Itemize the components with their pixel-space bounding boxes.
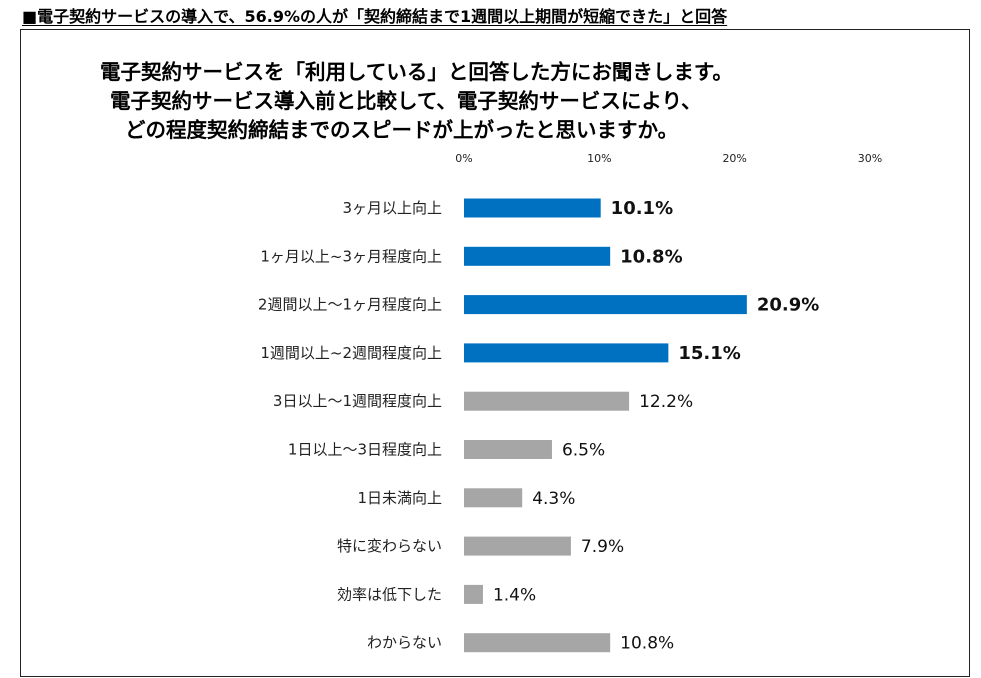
data-label: 15.1% bbox=[678, 343, 740, 364]
bar bbox=[464, 633, 611, 653]
question-line-1: 電子契約サービスを「利用している」と回答した方にお聞きします。 bbox=[100, 60, 733, 84]
category-label: 1ヶ月以上~3ヶ月程度向上 bbox=[260, 247, 442, 265]
category-label: 1週間以上~2週間程度向上 bbox=[260, 344, 442, 362]
x-tick-label: 20% bbox=[722, 152, 746, 165]
bar bbox=[464, 391, 630, 411]
bar bbox=[464, 198, 601, 218]
data-label: 20.9% bbox=[757, 295, 819, 316]
category-label: 3ヶ月以上向上 bbox=[342, 199, 442, 217]
bar bbox=[464, 440, 552, 459]
category-label: 1日以上～3日程度向上 bbox=[288, 441, 442, 459]
category-label: 2週間以上～1ヶ月程度向上 bbox=[258, 296, 442, 314]
x-tick-label: 0% bbox=[455, 152, 472, 165]
data-label: 4.3% bbox=[532, 489, 575, 509]
x-tick-label: 30% bbox=[858, 152, 882, 165]
category-label: 1日未満向上 bbox=[357, 489, 442, 507]
x-tick-label: 10% bbox=[587, 152, 611, 165]
survey-question: 電子契約サービスを「利用している」と回答した方にお聞きします。 電子契約サービス… bbox=[100, 58, 733, 145]
bar bbox=[464, 584, 483, 604]
headline: ■電子契約サービスの導入で、56.9%の人が「契約締結まで1週間以上期間が短縮で… bbox=[22, 7, 728, 26]
bar bbox=[464, 488, 523, 508]
data-label: 6.5% bbox=[562, 441, 605, 461]
bar bbox=[464, 295, 747, 315]
data-label: 12.2% bbox=[639, 392, 693, 412]
category-label: 特に変わらない bbox=[337, 537, 442, 555]
data-label: 10.8% bbox=[620, 246, 682, 267]
bar bbox=[464, 246, 611, 266]
data-label: 1.4% bbox=[493, 585, 536, 605]
bar bbox=[464, 343, 669, 363]
data-label: 10.8% bbox=[620, 634, 674, 654]
data-label: 7.9% bbox=[581, 537, 624, 557]
bar bbox=[464, 536, 571, 556]
category-label: わからない bbox=[367, 634, 442, 652]
category-label: 3日以上～1週間程度向上 bbox=[273, 392, 442, 410]
data-label: 10.1% bbox=[611, 198, 673, 219]
question-line-3: どの程度契約締結までのスピードが上がったと思いますか。 bbox=[125, 118, 679, 142]
question-line-2: 電子契約サービス導入前と比較して、電子契約サービスにより、 bbox=[110, 89, 702, 113]
chart-frame bbox=[20, 29, 970, 677]
category-label: 効率は低下した bbox=[337, 585, 442, 603]
